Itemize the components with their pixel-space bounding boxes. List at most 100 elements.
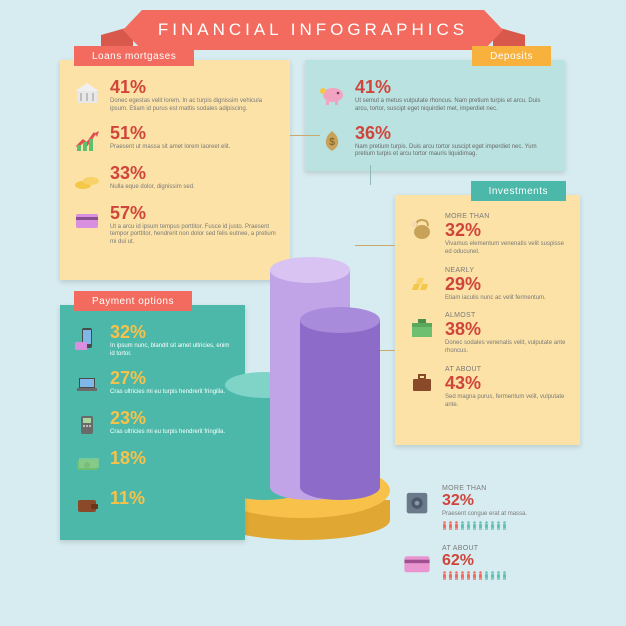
panel-header-deposits: Deposits bbox=[472, 46, 551, 66]
stat-value: 11% bbox=[110, 488, 145, 508]
stat-row: Nearly29%Etiam iaculis nunc ac velit fer… bbox=[407, 267, 568, 303]
stat-row: 51%Praesent ut massa sit amet lorem laor… bbox=[72, 124, 278, 154]
stat-desc: Praesent congue erat at massa. bbox=[442, 511, 527, 519]
stat-value: 32% bbox=[442, 492, 474, 509]
stat-prefix: Nearly bbox=[445, 267, 568, 274]
money-bag-icon bbox=[317, 124, 347, 154]
stat-prefix: At about bbox=[445, 366, 568, 373]
stat-percent: At about43% bbox=[445, 366, 568, 392]
stat-desc: Nulla eque dolor, dignissim sed. bbox=[110, 184, 278, 192]
person-icon bbox=[478, 571, 483, 580]
stat-percent: Nearly29% bbox=[445, 267, 568, 293]
person-icon bbox=[502, 571, 507, 580]
stat-value: 29% bbox=[445, 274, 481, 294]
stat-row: 36%Nam pretium turpis. Duis arcu tortor … bbox=[317, 124, 553, 160]
stat-value: 43% bbox=[445, 373, 481, 393]
coins-icon bbox=[72, 164, 102, 194]
person-icon bbox=[448, 571, 453, 580]
person-icon bbox=[490, 521, 495, 530]
stat-value: 62% bbox=[442, 552, 474, 569]
bottom-stat-0: More than32% Praesent congue erat at mass… bbox=[400, 485, 527, 530]
connector-line bbox=[370, 165, 371, 185]
stat-value: 57% bbox=[110, 203, 146, 223]
person-icon bbox=[490, 571, 495, 580]
stat-row: At about43%Sed magna purus, fermentum ve… bbox=[407, 366, 568, 410]
card-flat-icon bbox=[400, 545, 434, 579]
stat-row: 18% bbox=[72, 449, 233, 479]
wallet-icon bbox=[72, 489, 102, 519]
stat-percent: 32% bbox=[110, 323, 233, 341]
stat-prefix: At about bbox=[442, 545, 507, 552]
stat-value: 41% bbox=[355, 77, 391, 97]
stat-percent: 11% bbox=[110, 489, 233, 507]
person-icon bbox=[472, 521, 477, 530]
hand-bag-icon bbox=[407, 213, 437, 243]
stat-desc: Donec egestas velit lorem. In ac turpis … bbox=[110, 98, 278, 114]
stat-value: 32% bbox=[110, 322, 146, 342]
person-icon bbox=[454, 521, 459, 530]
stat-prefix: Almost bbox=[445, 312, 568, 319]
stat-desc: Nam pretium turpis. Duis arcu tortor sus… bbox=[355, 144, 553, 160]
person-icon bbox=[454, 571, 459, 580]
stat-row: 32%In ipsum nunc, blandit sit amet ultri… bbox=[72, 323, 233, 359]
person-icon bbox=[496, 521, 501, 530]
stat-row: Almost38%Donec sodales venenatis velit, … bbox=[407, 312, 568, 356]
person-icon bbox=[442, 571, 447, 580]
gold-bars-icon bbox=[407, 267, 437, 297]
title-banner: FINANCIAL INFOGRAPHICS bbox=[123, 10, 503, 50]
laptop-pay-icon bbox=[72, 369, 102, 399]
stat-percent: At about62% bbox=[442, 545, 507, 569]
stat-desc: Ut a arcu id ipsum tempus porttitor. Fus… bbox=[110, 224, 278, 247]
mobile-pay-icon bbox=[72, 323, 102, 353]
person-icon bbox=[484, 521, 489, 530]
stat-desc: Cras ultricies mi eu turpis hendrerit fr… bbox=[110, 429, 233, 437]
stat-percent: Almost38% bbox=[445, 312, 568, 338]
connector-line bbox=[290, 135, 320, 136]
pos-terminal-icon bbox=[72, 409, 102, 439]
stat-row: 41%Ut semut a metus vulputate rhoncus. N… bbox=[317, 78, 553, 114]
person-icon bbox=[466, 571, 471, 580]
stat-desc: Ut semut a metus vulputate rhoncus. Nam … bbox=[355, 98, 553, 114]
person-icon bbox=[466, 521, 471, 530]
person-icon bbox=[472, 571, 477, 580]
stat-percent: 27% bbox=[110, 369, 233, 387]
stat-value: 36% bbox=[355, 123, 391, 143]
stat-percent: 18% bbox=[110, 449, 233, 467]
person-icon bbox=[484, 571, 489, 580]
piggy-bank-icon bbox=[317, 78, 347, 108]
person-icon bbox=[478, 521, 483, 530]
person-icon bbox=[442, 521, 447, 530]
stat-row: More than32%Vivamus elementum venenatis … bbox=[407, 213, 568, 257]
stat-value: 27% bbox=[110, 368, 146, 388]
cash-stack-icon bbox=[407, 312, 437, 342]
panel-payment: Payment options32%In ipsum nunc, blandit… bbox=[60, 305, 245, 540]
stat-percent: 57% bbox=[110, 204, 278, 222]
person-icon bbox=[460, 571, 465, 580]
person-icon bbox=[502, 521, 507, 530]
stat-percent: 33% bbox=[110, 164, 278, 182]
stat-value: 51% bbox=[110, 123, 146, 143]
person-icon bbox=[496, 571, 501, 580]
safe-icon bbox=[400, 485, 434, 519]
stat-value: 41% bbox=[110, 77, 146, 97]
bank-icon bbox=[72, 78, 102, 108]
stat-desc: Etiam iaculis nunc ac velit fermentum. bbox=[445, 295, 568, 303]
person-icon bbox=[460, 521, 465, 530]
stat-row: 41%Donec egestas velit lorem. In ac turp… bbox=[72, 78, 278, 114]
stat-row: 57%Ut a arcu id ipsum tempus porttitor. … bbox=[72, 204, 278, 247]
stat-desc: Cras ultricies mi eu turpis hendrerit fr… bbox=[110, 389, 233, 397]
stat-row: 23%Cras ultricies mi eu turpis hendrerit… bbox=[72, 409, 233, 439]
stat-prefix: More than bbox=[442, 485, 527, 492]
stat-value: 38% bbox=[445, 319, 481, 339]
panel-header-invest: Investments bbox=[471, 181, 566, 201]
panel-header-payment: Payment options bbox=[74, 291, 192, 311]
stat-row: 11% bbox=[72, 489, 233, 519]
connector-line bbox=[355, 245, 395, 246]
people-row bbox=[442, 571, 507, 580]
stat-desc: Praesent ut massa sit amet lorem laoreet… bbox=[110, 144, 278, 152]
stat-row: 33% Nulla eque dolor, dignissim sed. bbox=[72, 164, 278, 194]
stat-value: 32% bbox=[445, 220, 481, 240]
stat-value: 23% bbox=[110, 408, 146, 428]
chart-bar-2 bbox=[300, 320, 380, 500]
panel-deposits: Deposits41%Ut semut a metus vulputate rh… bbox=[305, 60, 565, 171]
